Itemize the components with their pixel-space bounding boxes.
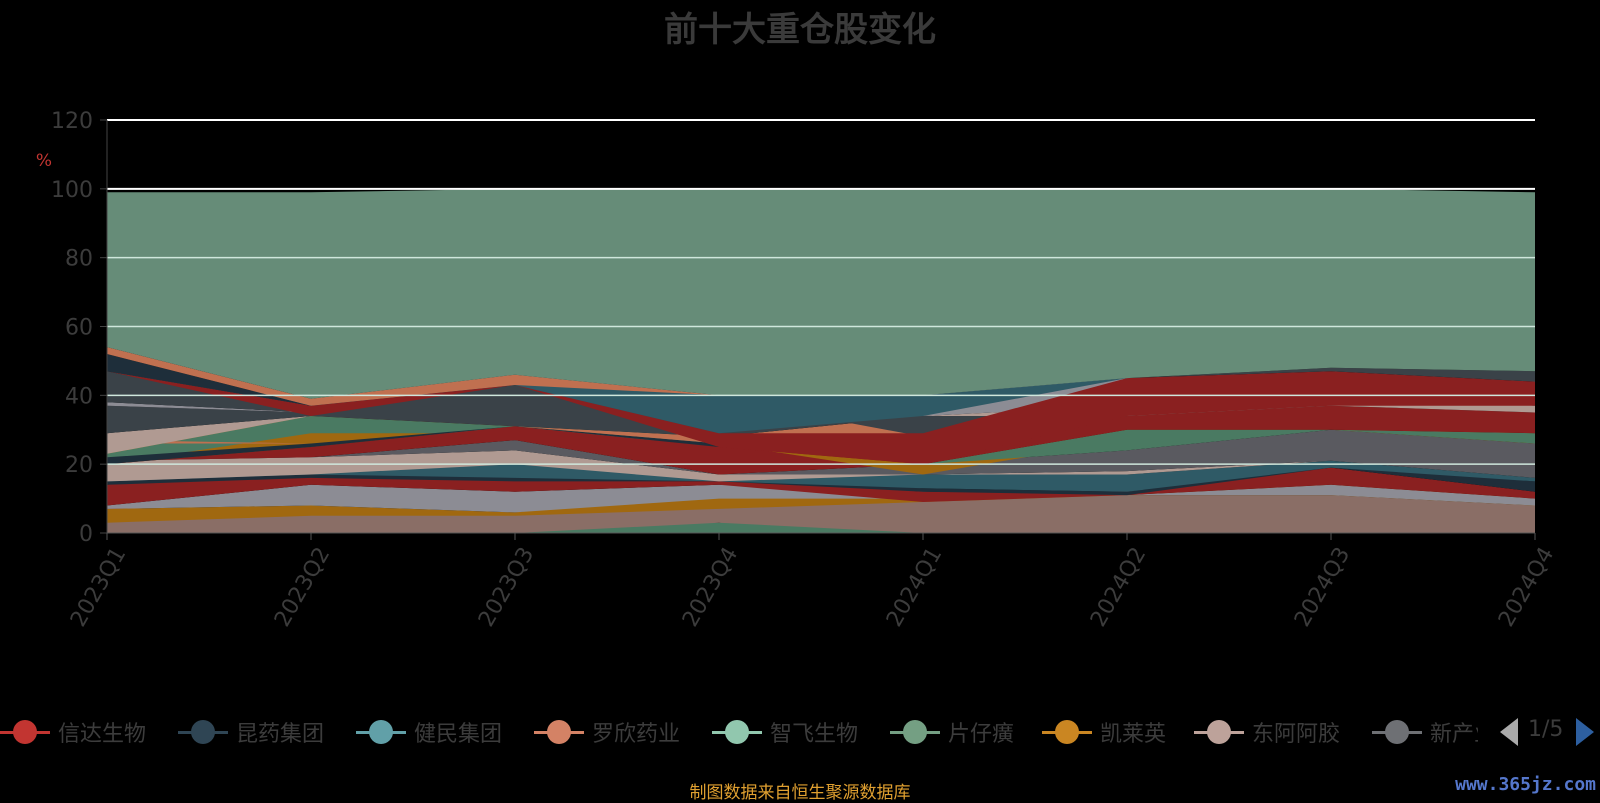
legend-page-indicator: 1/5 [1528, 717, 1564, 742]
x-tick-label: 2023Q2 [270, 543, 335, 631]
legend-dot-icon [369, 719, 393, 744]
legend-label: 凯莱英 [1100, 722, 1167, 747]
area-bands [107, 188, 1535, 533]
gridlines [107, 119, 1535, 465]
legend-next-page-button[interactable] [1576, 718, 1594, 746]
x-tick-label: 2024Q3 [1290, 543, 1355, 631]
legend-item[interactable]: 信达生物 [0, 712, 146, 752]
legend-item[interactable]: 东阿阿胶 [1194, 712, 1340, 752]
y-axis-unit-label: % [36, 151, 52, 171]
x-tick-label: 2024Q1 [882, 543, 947, 631]
chart-title: 前十大重仓股变化 [664, 10, 936, 50]
legend-marker-icon [356, 719, 406, 744]
area-band-7 [107, 457, 1535, 506]
legend-dot-icon [547, 719, 571, 744]
legend-marker-icon [0, 719, 50, 744]
area-band-6 [107, 484, 1535, 513]
legend-item[interactable]: 健民集团 [356, 712, 502, 752]
legend-dot-icon [725, 719, 749, 744]
x-tick-label: 2024Q2 [1086, 543, 1151, 631]
legend-marker-icon [712, 719, 762, 744]
x-tick-label: 2023Q4 [678, 543, 743, 631]
legend-dot-icon [1385, 719, 1409, 744]
legend-label: 健民集团 [414, 722, 503, 747]
legend-dot-icon [903, 719, 927, 744]
legend-dot-icon [13, 719, 37, 744]
y-tick-label: 120 [51, 109, 93, 134]
source-note: 制图数据来自恒生聚源数据库 [689, 783, 911, 803]
area-chart: 0 20 40 60 80 100 120% 2023Q1 2023Q2 2023Q3 2023Q4… [36, 109, 1559, 631]
area-band-14 [107, 416, 1535, 465]
area-band-26 [107, 347, 1535, 399]
legend-item[interactable]: 新产业 [1372, 712, 1478, 752]
legend-items: 信达生物 昆药集团 健民集团 罗欣药业 智飞生物 片仔癀 凯莱英 东阿阿胶 新产业 [0, 712, 1478, 752]
legend-marker-icon [890, 719, 940, 744]
x-tick-label: 2023Q3 [474, 543, 539, 631]
y-tick-label: 20 [65, 453, 93, 478]
x-tick-label: 2023Q1 [66, 543, 131, 631]
legend-label: 信达生物 [58, 722, 147, 747]
legend-marker-icon [1194, 719, 1244, 744]
legend-marker-icon [178, 719, 228, 744]
legend-marker-icon [534, 719, 584, 744]
legend-item[interactable]: 凯莱英 [1042, 712, 1166, 752]
watermark: www.365jz.com [1455, 774, 1596, 795]
legend: 信达生物 昆药集团 健民集团 罗欣药业 智飞生物 片仔癀 凯莱英 东阿阿胶 新产业 1/5 [0, 712, 1600, 752]
legend-prev-page-button[interactable] [1500, 718, 1518, 746]
area-band-4 [107, 495, 1535, 533]
y-tick-label: 60 [65, 316, 93, 341]
legend-label: 智飞生物 [770, 722, 859, 747]
y-tick-label: 100 [51, 178, 93, 203]
legend-item[interactable]: 罗欣药业 [534, 712, 680, 752]
legend-label: 片仔癀 [948, 722, 1015, 747]
legend-dot-icon [191, 719, 215, 744]
area-band-15 [107, 405, 1535, 465]
legend-item[interactable]: 昆药集团 [178, 712, 324, 752]
legend-dot-icon [1207, 719, 1231, 744]
legend-dot-icon [1055, 719, 1079, 744]
legend-label: 昆药集团 [236, 722, 325, 747]
legend-label: 罗欣药业 [592, 722, 681, 747]
area-band-27 [107, 188, 1535, 399]
legend-marker-icon [1372, 719, 1422, 744]
area-band-19 [107, 385, 1535, 437]
area-band-22 [107, 371, 1535, 465]
area-band-11 [107, 429, 1535, 478]
legend-item[interactable]: 智飞生物 [712, 712, 858, 752]
area-band-10 [107, 450, 1535, 482]
legend-label: 新产业 [1430, 722, 1478, 747]
y-tick-label: 80 [65, 247, 93, 272]
legend-label: 东阿阿胶 [1252, 722, 1341, 747]
y-tick-label: 40 [65, 384, 93, 409]
legend-marker-icon [1042, 719, 1092, 744]
legend-item[interactable]: 片仔癀 [890, 712, 1014, 752]
x-tick-label: 2024Q4 [1494, 543, 1559, 631]
y-tick-label: 0 [79, 522, 93, 547]
